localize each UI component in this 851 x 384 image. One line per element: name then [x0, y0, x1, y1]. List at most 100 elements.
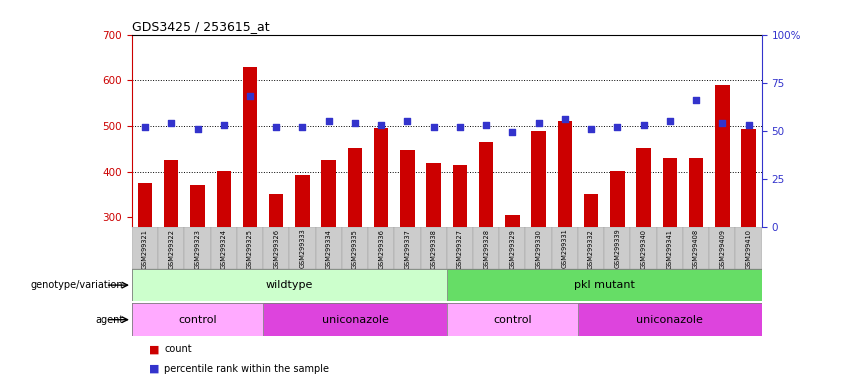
Bar — [348, 148, 363, 227]
Point — [663, 118, 677, 124]
Bar — [688, 158, 703, 227]
Bar — [316, 227, 342, 269]
Point — [217, 122, 231, 128]
Bar — [453, 165, 467, 227]
Point — [558, 116, 572, 122]
Bar — [447, 227, 473, 269]
Text: count: count — [164, 344, 191, 354]
Text: GSM299328: GSM299328 — [483, 229, 489, 269]
Text: GSM299337: GSM299337 — [404, 229, 410, 268]
Point — [742, 122, 756, 128]
Text: uniconazole: uniconazole — [637, 314, 703, 325]
Bar — [420, 227, 447, 269]
Bar — [663, 158, 677, 227]
Text: GSM299324: GSM299324 — [220, 229, 226, 269]
Text: GSM299409: GSM299409 — [719, 229, 725, 269]
Point — [401, 118, 414, 124]
Text: GSM299332: GSM299332 — [588, 229, 594, 268]
Bar — [342, 227, 368, 269]
Bar — [735, 227, 762, 269]
Bar — [447, 303, 578, 336]
Text: GSM299327: GSM299327 — [457, 229, 463, 269]
Point — [164, 120, 178, 126]
Text: GSM299336: GSM299336 — [378, 229, 384, 268]
Bar — [394, 227, 420, 269]
Text: GSM299329: GSM299329 — [510, 229, 516, 268]
Bar — [132, 303, 263, 336]
Bar — [578, 227, 604, 269]
Text: GSM299323: GSM299323 — [195, 229, 201, 268]
Text: percentile rank within the sample: percentile rank within the sample — [164, 364, 329, 374]
Point — [637, 122, 650, 128]
Bar — [216, 171, 231, 227]
Bar — [584, 194, 598, 227]
Text: GDS3425 / 253615_at: GDS3425 / 253615_at — [132, 20, 270, 33]
Bar — [715, 85, 729, 227]
Text: pkl mutant: pkl mutant — [574, 280, 635, 290]
Point — [138, 124, 151, 130]
Text: control: control — [493, 314, 532, 325]
Bar — [400, 150, 414, 227]
Text: GSM299339: GSM299339 — [614, 229, 620, 268]
Point — [532, 120, 545, 126]
Bar — [322, 160, 336, 227]
Bar — [164, 160, 179, 227]
Bar — [158, 227, 185, 269]
Text: GSM299410: GSM299410 — [745, 229, 751, 269]
Bar — [447, 269, 762, 301]
Text: agent: agent — [95, 314, 123, 325]
Point — [295, 124, 309, 130]
Bar — [531, 131, 545, 227]
Bar — [741, 129, 756, 227]
Point — [270, 124, 283, 130]
Text: ■: ■ — [149, 364, 159, 374]
Bar — [505, 215, 520, 227]
Text: GSM299334: GSM299334 — [326, 229, 332, 268]
Text: GSM299326: GSM299326 — [273, 229, 279, 269]
Bar — [500, 227, 525, 269]
Bar — [295, 175, 310, 227]
Bar — [132, 227, 158, 269]
Point — [374, 122, 388, 128]
Text: GSM299408: GSM299408 — [693, 229, 699, 269]
Text: ■: ■ — [149, 344, 159, 354]
Point — [689, 97, 703, 103]
Bar — [683, 227, 709, 269]
Bar — [578, 303, 762, 336]
Point — [348, 120, 362, 126]
Text: GSM299325: GSM299325 — [247, 229, 253, 269]
Point — [191, 126, 204, 132]
Bar — [709, 227, 735, 269]
Bar — [657, 227, 683, 269]
Bar — [551, 227, 578, 269]
Bar — [211, 227, 237, 269]
Text: GSM299331: GSM299331 — [562, 229, 568, 268]
Point — [453, 124, 466, 130]
Text: GSM299321: GSM299321 — [142, 229, 148, 268]
Point — [427, 124, 441, 130]
Bar — [368, 227, 394, 269]
Point — [479, 122, 493, 128]
Bar — [610, 171, 625, 227]
Bar — [185, 227, 211, 269]
Bar — [269, 194, 283, 227]
Bar — [473, 227, 500, 269]
Text: GSM299340: GSM299340 — [641, 229, 647, 269]
Bar — [243, 68, 257, 227]
Point — [243, 93, 257, 99]
Bar — [263, 227, 289, 269]
Bar — [479, 142, 494, 227]
Text: GSM299333: GSM299333 — [300, 229, 306, 268]
Bar — [631, 227, 657, 269]
Bar — [289, 227, 316, 269]
Point — [610, 124, 624, 130]
Bar — [637, 148, 651, 227]
Bar — [426, 162, 441, 227]
Bar — [604, 227, 631, 269]
Bar — [191, 185, 205, 227]
Bar — [374, 128, 388, 227]
Point — [585, 126, 598, 132]
Text: control: control — [178, 314, 217, 325]
Point — [716, 120, 729, 126]
Point — [322, 118, 335, 124]
